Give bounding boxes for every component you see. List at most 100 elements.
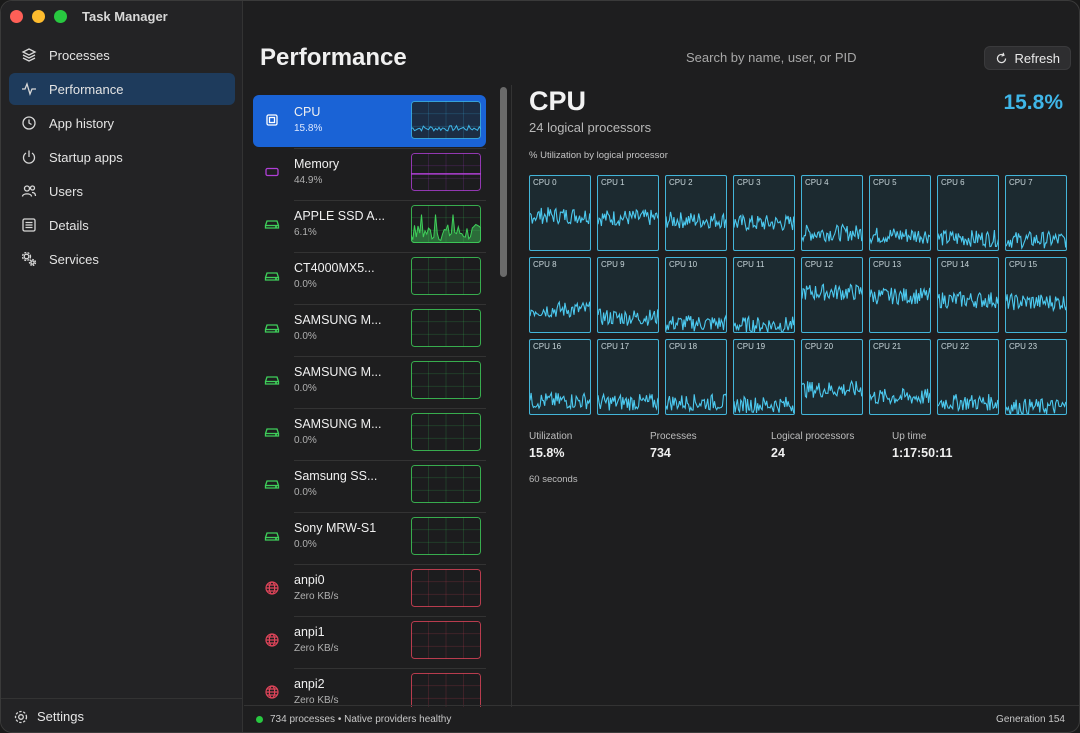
page-title: Performance [260, 44, 407, 71]
core-label: CPU 17 [601, 342, 630, 351]
gears-icon [21, 251, 37, 267]
device-name: SAMSUNG M... [294, 417, 382, 431]
core-graph: CPU 2 [665, 175, 727, 251]
core-trace [734, 314, 794, 332]
core-label: CPU 15 [1009, 260, 1038, 269]
disk-drive-icon [264, 372, 280, 388]
sidebar-item-details[interactable]: Details [9, 209, 235, 241]
device-sparkline [411, 465, 481, 503]
stat-up-time: Up time 1:17:50:11 [892, 431, 1013, 460]
time-window-label: 60 seconds [529, 474, 578, 485]
core-label: CPU 1 [601, 178, 625, 187]
settings-button[interactable]: Settings [1, 698, 243, 732]
device-name: anpi0 [294, 573, 325, 587]
device-usage: 0.0% [294, 383, 317, 394]
device-usage: 44.9% [294, 175, 323, 186]
activity-icon [21, 81, 37, 97]
sidebar-item-label: Details [49, 217, 89, 233]
core-graph: CPU 13 [869, 257, 931, 333]
device-list-scrollbar[interactable] [500, 87, 507, 277]
close-window-button[interactable] [10, 10, 23, 23]
divider [294, 356, 486, 357]
status-bar: 734 processes • Native providers healthy… [244, 705, 1079, 732]
divider [294, 460, 486, 461]
device-name: anpi2 [294, 677, 325, 691]
device-list: CPU 15.8% Memory 44.9% APPLE SSD A... 6.1% CT4… [244, 85, 512, 707]
divider [294, 408, 486, 409]
users-icon [21, 183, 37, 199]
refresh-button[interactable]: Refresh [984, 46, 1071, 70]
core-label: CPU 11 [737, 260, 765, 269]
cpu-detail-panel: CPU 24 logical processors 15.8% % Utiliz… [513, 85, 1079, 707]
divider [294, 252, 486, 253]
sidebar-item-performance[interactable]: Performance [9, 73, 235, 105]
minimize-window-button[interactable] [32, 10, 45, 23]
device-item-cpu[interactable]: CPU 15.8% [253, 95, 486, 147]
device-item-network[interactable]: anpi0 Zero KB/s [253, 563, 486, 615]
device-sparkline [411, 569, 481, 607]
search-input[interactable] [686, 50, 956, 65]
stats-row: Utilization 15.8% Processes 734 Logical … [529, 431, 1013, 460]
device-usage: 0.0% [294, 435, 317, 446]
core-trace [938, 229, 998, 249]
device-name: SAMSUNG M... [294, 313, 382, 327]
core-trace [666, 314, 726, 332]
core-trace [1006, 292, 1066, 313]
sidebar-item-label: Performance [49, 81, 124, 97]
device-item-disk[interactable]: SAMSUNG M... 0.0% [253, 407, 486, 459]
sidebar-item-app-history[interactable]: App history [9, 107, 235, 139]
device-usage: 6.1% [294, 227, 317, 238]
core-graph: CPU 15 [1005, 257, 1067, 333]
device-sparkline [411, 205, 481, 243]
stat-logical-processors: Logical processors 24 [771, 431, 892, 460]
core-graph: CPU 12 [801, 257, 863, 333]
core-graph: CPU 14 [937, 257, 999, 333]
sidebar-item-startup-apps[interactable]: Startup apps [9, 141, 235, 173]
core-trace [666, 392, 726, 413]
device-item-disk[interactable]: Sony MRW-S1 0.0% [253, 511, 486, 563]
device-item-disk[interactable]: SAMSUNG M... 0.0% [253, 303, 486, 355]
core-graph: CPU 10 [665, 257, 727, 333]
core-label: CPU 23 [1009, 342, 1038, 351]
core-graph: CPU 23 [1005, 339, 1067, 415]
device-item-memory[interactable]: Memory 44.9% [253, 147, 486, 199]
sidebar-item-users[interactable]: Users [9, 175, 235, 207]
core-trace [598, 308, 658, 326]
device-item-network[interactable]: anpi2 Zero KB/s [253, 667, 486, 707]
core-graph: CPU 6 [937, 175, 999, 251]
core-graph: CPU 9 [597, 257, 659, 333]
device-item-disk[interactable]: APPLE SSD A... 6.1% [253, 199, 486, 251]
device-item-network[interactable]: anpi1 Zero KB/s [253, 615, 486, 667]
sidebar: Task Manager Processes Performance App h… [1, 1, 243, 732]
sidebar-item-processes[interactable]: Processes [9, 39, 235, 71]
device-sparkline [411, 153, 481, 191]
core-label: CPU 16 [533, 342, 562, 351]
device-sparkline [411, 673, 481, 707]
core-graph: CPU 20 [801, 339, 863, 415]
refresh-label: Refresh [1014, 50, 1060, 66]
layers-icon [21, 47, 37, 63]
stat-value: 1:17:50:11 [892, 446, 953, 460]
core-trace [870, 387, 930, 406]
core-trace [938, 394, 998, 413]
device-item-disk[interactable]: CT4000MX5... 0.0% [253, 251, 486, 303]
core-trace [802, 379, 862, 399]
device-sparkline [411, 309, 481, 347]
core-label: CPU 20 [805, 342, 834, 351]
device-sparkline [411, 413, 481, 451]
core-trace [802, 283, 862, 301]
sidebar-item-services[interactable]: Services [9, 243, 235, 275]
divider [294, 148, 486, 149]
core-label: CPU 7 [1009, 178, 1033, 187]
core-graph: CPU 17 [597, 339, 659, 415]
device-item-disk[interactable]: SAMSUNG M... 0.0% [253, 355, 486, 407]
core-label: CPU 8 [533, 260, 557, 269]
disk-drive-icon [264, 320, 280, 336]
zoom-window-button[interactable] [54, 10, 67, 23]
stat-value: 15.8% [529, 446, 565, 460]
sidebar-item-label: Startup apps [49, 149, 123, 165]
device-item-disk[interactable]: Samsung SS... 0.0% [253, 459, 486, 511]
device-name: APPLE SSD A... [294, 209, 386, 223]
device-usage: Zero KB/s [294, 591, 339, 602]
device-name: Memory [294, 157, 340, 171]
